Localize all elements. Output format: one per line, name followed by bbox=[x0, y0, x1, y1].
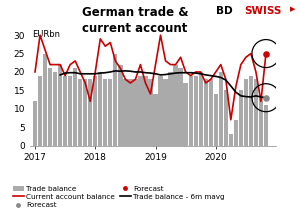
Bar bbox=[204, 79, 208, 146]
Bar bbox=[254, 79, 258, 146]
Bar bbox=[153, 94, 158, 146]
Bar bbox=[234, 120, 238, 146]
Bar bbox=[63, 76, 67, 146]
Bar bbox=[143, 76, 148, 146]
Bar bbox=[178, 68, 183, 146]
Bar bbox=[68, 76, 72, 146]
Bar bbox=[173, 65, 178, 146]
Point bbox=[264, 52, 268, 55]
Bar bbox=[138, 76, 142, 146]
Bar bbox=[244, 79, 248, 146]
Bar bbox=[43, 54, 47, 146]
Bar bbox=[108, 79, 112, 146]
Bar bbox=[214, 94, 218, 146]
Bar bbox=[259, 98, 263, 146]
Bar bbox=[194, 76, 198, 146]
Bar bbox=[164, 79, 168, 146]
Bar bbox=[73, 68, 77, 146]
Bar bbox=[113, 54, 118, 146]
Bar bbox=[83, 79, 87, 146]
Bar bbox=[188, 76, 193, 146]
Bar bbox=[168, 72, 173, 146]
Bar bbox=[264, 105, 268, 146]
Bar bbox=[58, 65, 62, 146]
Bar bbox=[128, 79, 133, 146]
Bar bbox=[78, 79, 82, 146]
Text: BD: BD bbox=[216, 6, 232, 16]
Bar bbox=[98, 72, 102, 146]
Bar bbox=[33, 101, 37, 146]
Bar bbox=[229, 134, 233, 146]
Bar bbox=[148, 79, 153, 146]
Bar bbox=[38, 76, 42, 146]
Bar bbox=[133, 79, 138, 146]
Bar bbox=[239, 90, 243, 146]
Text: ▶: ▶ bbox=[290, 6, 295, 12]
Legend: Trade balance, Current account balance, Forecast, Forecast, Trade balance - 6m m: Trade balance, Current account balance, … bbox=[13, 186, 225, 208]
Bar bbox=[158, 76, 163, 146]
Text: SWISS: SWISS bbox=[244, 6, 282, 16]
Bar bbox=[208, 79, 213, 146]
Bar bbox=[48, 68, 52, 146]
Bar bbox=[103, 79, 107, 146]
Bar bbox=[199, 72, 203, 146]
Text: German trade &
current account: German trade & current account bbox=[82, 6, 188, 36]
Bar bbox=[219, 72, 223, 146]
Bar bbox=[184, 83, 188, 146]
Bar bbox=[93, 76, 98, 146]
Bar bbox=[118, 65, 122, 146]
Bar bbox=[88, 79, 92, 146]
Bar bbox=[224, 90, 228, 146]
Point bbox=[264, 96, 268, 100]
Bar bbox=[53, 72, 57, 146]
Text: EURbn: EURbn bbox=[32, 30, 61, 39]
Bar bbox=[249, 76, 253, 146]
Bar bbox=[123, 79, 128, 146]
